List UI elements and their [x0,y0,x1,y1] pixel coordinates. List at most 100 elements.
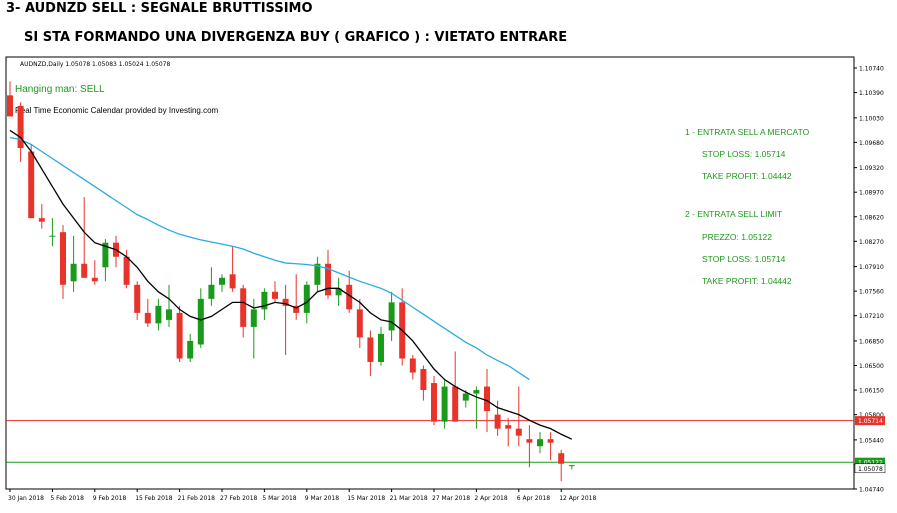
headline-title: 3- AUDNZD SELL : SEGNALE BRUTTISSIMO [6,1,313,16]
candle-body [568,465,575,467]
candle-body [452,386,459,422]
candle-body [346,284,353,310]
x-tick-label: 9 Mar 2018 [305,495,339,502]
candle-body [431,383,437,422]
candle-body [335,288,342,296]
candle-body [505,425,512,429]
candle-body [60,232,66,285]
y-tick-label: 1.10030 [859,115,884,122]
entry-limit-tag-label: 1.05122 [858,460,883,467]
stop-loss-tag [855,416,885,426]
bid-tag-label: 1.05078 [858,466,883,473]
candle-body [166,309,172,320]
y-tick-label: 1.05440 [859,437,884,444]
y-tick-label: 1.06500 [859,363,884,370]
y-tick-label: 1.07560 [859,289,884,296]
candle-body [123,256,130,285]
y-tick-label: 1.10740 [859,66,884,73]
candle-body [17,105,24,148]
y-tick-label: 1.06850 [859,338,884,345]
y-tick-label: 1.08270 [859,239,884,246]
moving-averages [9,129,573,440]
slow-moving-average [9,136,530,381]
y-tick-label: 1.07210 [859,313,884,320]
candle-body [441,386,448,422]
y-tick-label: 1.06150 [859,388,884,395]
candle-body [409,358,416,373]
y-tick-label: 1.08620 [859,214,884,221]
candle-body [325,263,331,296]
x-tick-label: 21 Feb 2018 [178,495,216,502]
candle-body [526,439,533,443]
candle-body [314,263,321,285]
y-tick-label: 1.08970 [859,190,884,197]
x-tick-label: 30 Jan 2018 [8,495,44,502]
candle-body [515,428,522,436]
candle-body [282,298,289,306]
candle-body [547,439,554,443]
bid-tag [854,463,886,474]
provider-annotation: Real Time Economic Calendar provided by … [15,106,219,115]
horizontal-lines: 1.05714 1.05122 [6,416,885,467]
candle-body [208,284,215,299]
candle-body [229,274,236,289]
trade-annotation-line: PREZZO: 1.05122 [702,232,772,242]
candle-body [49,235,56,237]
x-tick-label: 5 Feb 2018 [50,495,84,502]
y-tick-label: 1.10390 [859,90,884,97]
candle-body [28,151,35,219]
candle-body [187,340,194,359]
candle-body [176,312,183,359]
trade-annotation-line: STOP LOSS: 1.05714 [702,149,786,159]
candle-body [38,218,45,222]
y-tick-label: 1.09320 [859,165,884,172]
candle-body [462,393,469,401]
y-tick-label: 1.04740 [859,487,884,494]
candle-body [7,95,13,117]
candle-body [250,309,257,327]
y-tick-label: 1.07910 [859,264,884,271]
x-tick-label: 5 Mar 2018 [262,495,296,502]
entry-limit-tag [855,457,885,467]
x-tick-label: 9 Feb 2018 [93,495,127,502]
candle-body [155,305,162,324]
candle-body [558,453,565,464]
candle-body [473,390,480,394]
candle-body [378,333,384,362]
x-tick-label: 15 Mar 2018 [347,495,385,502]
candle-body [494,414,501,429]
fast-moving-average [9,129,573,440]
y-tick-label: 1.09680 [859,140,884,147]
candle-body [356,309,363,338]
x-tick-label: 27 Feb 2018 [220,495,258,502]
candle-body [367,337,374,362]
pattern-annotation: Hanging man: SELL [15,84,105,95]
trade-annotation-line: TAKE PROFIT: 1.04442 [702,276,792,286]
trade-annotation-line: 1 - ENTRATA SELL A MERCATO [685,127,810,137]
candle-body [134,284,141,313]
candle-body [144,312,151,324]
candle-body [293,305,300,313]
x-tick-label: 12 Apr 2018 [559,495,596,502]
x-tick-label: 21 Mar 2018 [390,495,428,502]
trade-annotation-line: TAKE PROFIT: 1.04442 [702,171,792,181]
candle-body [70,263,77,282]
stop-loss-tag-label: 1.05714 [858,418,883,425]
candle-body [303,284,310,313]
x-tick-label: 15 Feb 2018 [135,495,173,502]
y-axis: 1.10740 1.10390 1.10030 1.09680 1.09320 1.089… [854,66,884,494]
trade-annotation-line: STOP LOSS: 1.05714 [702,254,786,264]
candle-body [261,291,268,310]
candle-body [91,277,98,282]
candle-body [197,298,204,345]
chart-info-label: AUDNZD,Daily 1.05078 1.05083 1.05024 1.0… [20,61,170,68]
y-tick-label: 1.05800 [859,412,884,419]
x-axis: 30 Jan 2018 5 Feb 2018 9 Feb 2018 15 Feb 20… [8,489,596,502]
candle-body [219,277,225,285]
candle-body [420,369,427,391]
price-tags: 1.05078 [854,463,886,474]
candle-body [102,242,109,268]
headline-subtitle: SI STA FORMANDO UNA DIVERGENZA BUY ( GRA… [24,30,568,45]
x-tick-label: 6 Apr 2018 [517,495,550,502]
